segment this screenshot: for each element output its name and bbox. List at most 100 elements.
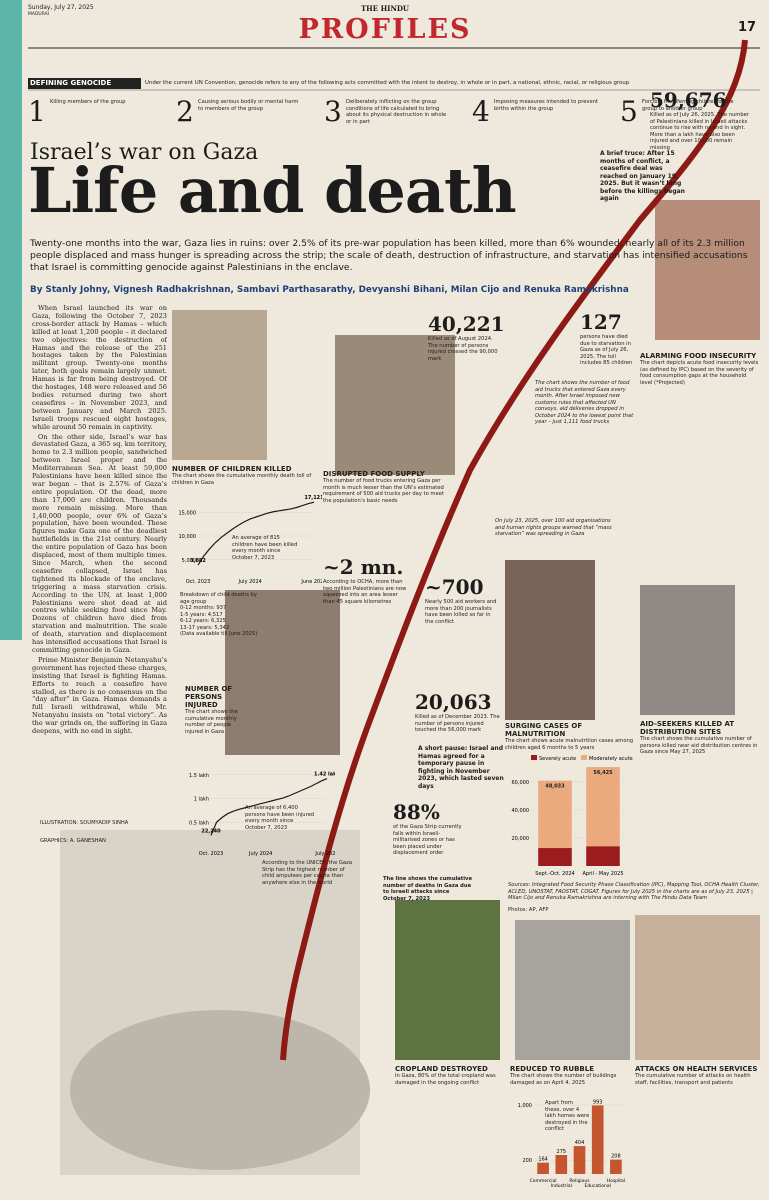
section-title: DISRUPTED FOOD SUPPLY xyxy=(323,470,425,478)
section-title: ALARMING FOOD INSECURITY xyxy=(640,352,757,360)
byline: By Stanly Johny, Vignesh Radhakrishnan, … xyxy=(30,285,629,295)
chart-head: NUMBER OF PERSONS INJURED The chart shows… xyxy=(185,685,245,735)
bar xyxy=(610,1159,622,1174)
value-label: 164 xyxy=(538,1157,548,1163)
deck: Twenty-one months into the war, Gaza lie… xyxy=(30,238,748,273)
bar xyxy=(537,1162,549,1174)
definition-text: Forcibly transferring children of the gr… xyxy=(642,99,734,112)
credit: GRAPHICS: A. GANESHAN xyxy=(40,838,106,844)
section-text: The chart shows the cumulative number of… xyxy=(640,736,758,755)
section: AID-SEEKERS KILLED AT DISTRIBUTION SITES… xyxy=(640,720,760,756)
x-tick-label: April - May 2025 xyxy=(582,871,623,877)
x-tick-label: July 2024 xyxy=(248,851,272,857)
section: ALARMING FOOD INSECURITY The chart depict… xyxy=(640,352,760,386)
breakdown-line: 0-12 months: 937 xyxy=(180,605,227,611)
chart-title: SURGING CASES OF MALNUTRITION xyxy=(505,722,583,738)
bar xyxy=(555,1155,568,1174)
edge-strip xyxy=(0,0,22,640)
stat-value: 127 xyxy=(580,310,622,334)
x-tick-label: Religious xyxy=(569,1178,590,1184)
stat: ~700 Nearly 500 aid workers and more than… xyxy=(425,575,500,625)
section: CROPLAND DESTROYED In Gaza, 80% of the to… xyxy=(395,1065,500,1086)
photo xyxy=(505,560,595,720)
chart-head: NUMBER OF CHILDREN KILLED The chart shows… xyxy=(172,465,322,486)
breakdown-line: Breakdown of child deaths by age group xyxy=(180,592,257,605)
chart-head: REDUCED TO RUBBLE The chart shows the num… xyxy=(510,1065,630,1086)
breakdown-line: 1-5 years: 4,517 xyxy=(180,611,223,618)
definition-number: 2 xyxy=(176,95,194,128)
stat: 20,063 Killed as of December 2023. The nu… xyxy=(415,690,505,734)
stat-value: 40,221 xyxy=(428,312,505,336)
x-tick-label: Industrial xyxy=(551,1183,572,1188)
photo xyxy=(635,915,760,1060)
section: ATTACKS ON HEALTH SERVICES The cumulative… xyxy=(635,1065,763,1086)
bar-segment xyxy=(586,846,620,866)
chart-title: NUMBER OF PERSONS INJURED xyxy=(185,685,233,709)
y-tick-label: 1.5 lakh xyxy=(189,773,209,779)
photo xyxy=(172,310,267,460)
legend-swatch xyxy=(581,755,587,760)
chart-subtitle: The chart shows the cumulative monthly n… xyxy=(185,709,238,735)
bar xyxy=(573,1146,586,1174)
stat-text: persons have died due to starvation in G… xyxy=(580,334,633,366)
paragraph: Prime Minister Benjamin Netanyahu’s gove… xyxy=(32,655,167,736)
legend-label: Severely acute xyxy=(539,756,576,762)
stat-text: Killed as of July 26, 2025. The number o… xyxy=(650,112,749,151)
stat: 40,221 Killed as of August 2024. The numb… xyxy=(428,312,505,362)
chart: 5,000 10,000 15,000 Oct. 2023 July 2024 June … xyxy=(179,495,323,585)
stat: 127 persons have died due to starvation i… xyxy=(580,310,635,367)
headline: Life and death xyxy=(28,154,517,227)
breakdown: Breakdown of child deaths by age group 0-… xyxy=(180,592,260,638)
x-tick-label: Sept.-Oct. 2024 xyxy=(535,871,574,877)
breakdown-line: (Data available till June 2025) xyxy=(180,631,258,637)
section: DISRUPTED FOOD SUPPLY The number of food … xyxy=(323,470,453,504)
page-number: 17 xyxy=(738,20,757,35)
definition-text: Causing serious bodily or mental harm to… xyxy=(198,99,299,112)
stat: 88% of the Gaza Strip currently falls wit… xyxy=(393,800,463,857)
bar-segment xyxy=(586,767,620,847)
label-box xyxy=(28,78,141,89)
value-label: 17,121 xyxy=(304,495,322,501)
note: On July 23, 2025, over 100 aid organisat… xyxy=(495,518,612,537)
photo xyxy=(655,200,760,340)
stat-value: ~700 xyxy=(425,575,484,599)
definition-text: Killing members of the group xyxy=(50,99,126,105)
definition-number: 3 xyxy=(324,95,342,128)
y-tick-label: 1,000 xyxy=(518,1103,532,1109)
edition: MADURAI xyxy=(28,12,50,17)
stat-value: 88% xyxy=(393,800,440,824)
blood-line xyxy=(280,39,748,1061)
stat-text: of the Gaza Strip currently falls within… xyxy=(393,824,462,856)
value-label: 404 xyxy=(575,1140,585,1146)
stat: 59,676 Killed as of July 26, 2025. The nu… xyxy=(650,88,750,151)
chart-title: REDUCED TO RUBBLE xyxy=(510,1065,594,1073)
stat-text: Killed as of December 2023. The number o… xyxy=(415,714,500,733)
x-tick-label: July 2025 xyxy=(314,851,335,857)
photo xyxy=(395,900,500,1060)
annotation: Apart from these, over 4 lakh homes were… xyxy=(545,1100,590,1132)
credit: ILLUSTRATION: SOUMYADIP SINHA xyxy=(40,820,129,826)
legend-swatch xyxy=(531,755,537,760)
paragraph: When Israel launched its war on Gaza, fo… xyxy=(32,305,167,431)
section: PROFILES xyxy=(298,14,472,45)
value-label: 22,240 xyxy=(201,828,221,834)
photo-credit: Photos: AP, AFP xyxy=(508,907,549,913)
definition-text: Imposing measures intended to prevent bi… xyxy=(494,99,599,112)
y-tick-label: 15,000 xyxy=(179,510,197,516)
chart: 200 1,000 164 Commercial 275 Industrial 404 Rel… xyxy=(518,1099,625,1188)
line xyxy=(197,501,315,566)
section-title: AID-SEEKERS KILLED AT DISTRIBUTION SITES xyxy=(640,720,735,736)
breakdown-line: 6-12 years: 6,325 xyxy=(180,618,226,624)
value-label: 993 xyxy=(593,1099,603,1105)
note: According to the UNICEF, the Gaza Strip … xyxy=(262,860,353,886)
annotation: An average of 815 children have been kil… xyxy=(232,535,298,561)
y-tick-label: 10,000 xyxy=(179,534,197,540)
section-text: In Gaza, 80% of the total cropland was d… xyxy=(395,1073,496,1086)
y-tick-label: 60,000 xyxy=(512,780,530,786)
section-text: The cumulative number of attacks on heal… xyxy=(635,1073,751,1086)
stat-text: Nearly 500 aid workers and more than 200… xyxy=(425,599,497,625)
sources: Sources: Integrated Food Security Phase … xyxy=(508,882,760,901)
